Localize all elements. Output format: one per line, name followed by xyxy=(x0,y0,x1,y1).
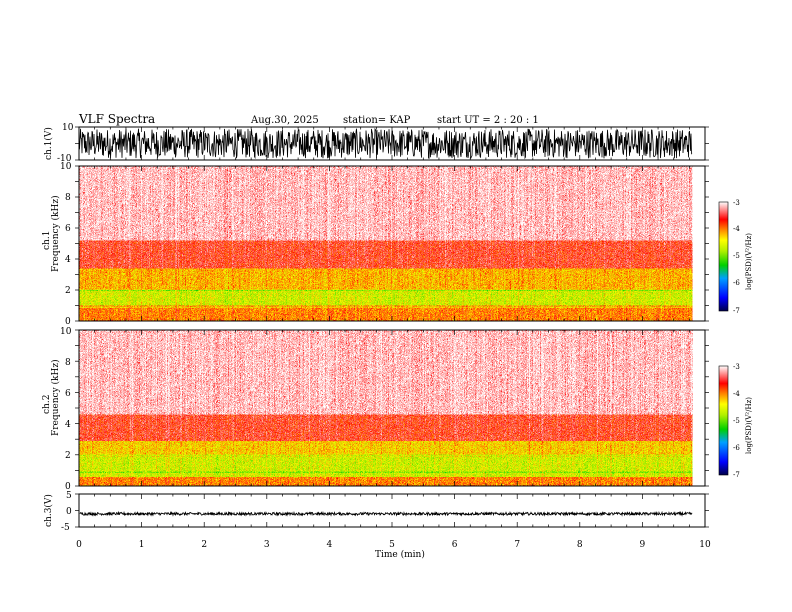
time-axis: 0 1 2 3 4 5 6 7 8 9 10 xyxy=(76,540,711,550)
time-axis-tick-label: 5 xyxy=(389,540,395,550)
ch2-colorbar-tick-m7: -7 xyxy=(733,471,740,479)
ch1-colorbar-tick-m7: -7 xyxy=(733,307,740,315)
time-axis-tick-label: 8 xyxy=(577,540,583,550)
ch2-spectrogram-panel: 0 2 4 6 8 10 ch.2 Frequency (kHz) xyxy=(42,327,709,492)
ch1-waveform-panel: 10 -10 ch.1(V) xyxy=(43,123,709,164)
ch2-spectrogram-channel-label: ch.2 xyxy=(42,395,52,414)
time-axis-tick-label: 2 xyxy=(201,540,207,550)
ch1-ytick-2: 2 xyxy=(65,286,71,296)
ch3-waveform-ylabel: ch.3(V) xyxy=(43,494,54,527)
ch1-spectrogram-panel: 0 2 4 6 8 10 ch.1 Frequency (kHz) xyxy=(42,162,709,327)
ch2-ytick-6: 6 xyxy=(65,389,71,399)
ch3-waveform-ticks xyxy=(75,493,709,528)
start-time-label: start UT = 2 : 20 : 1 xyxy=(437,115,539,126)
ch2-spectrogram-image xyxy=(79,330,705,486)
time-axis-tick-label: 10 xyxy=(699,540,711,550)
time-axis-tick-label: 0 xyxy=(76,540,82,550)
station-label: station= KAP xyxy=(343,115,411,126)
ch2-frequency-tick-labels: 0 2 4 6 8 10 xyxy=(60,327,72,492)
ch1-ytick-bottom: -10 xyxy=(57,154,72,164)
ch1-ytick-10: 10 xyxy=(60,162,72,172)
ch2-colorbar-tick-m5: -5 xyxy=(733,417,740,425)
time-axis-tick-label: 7 xyxy=(514,540,520,550)
ch1-colorbar-tick-m6: -6 xyxy=(733,279,740,287)
ch2-ytick-0: 0 xyxy=(65,482,71,492)
ch2-colorbar-tick-m3: -3 xyxy=(733,363,740,371)
ch1-waveform-ylabel: ch.1(V) xyxy=(43,127,54,160)
ch1-spectrogram-image xyxy=(79,166,705,321)
ch2-ytick-8: 8 xyxy=(65,358,71,368)
ch1-spectrogram-channel-label: ch.1 xyxy=(42,231,52,250)
ch3-ytick-mid: 0 xyxy=(66,507,72,517)
ch1-ytick-6: 6 xyxy=(65,224,71,234)
ch2-ytick-4: 4 xyxy=(65,420,71,430)
ch1-ytick-8: 8 xyxy=(65,193,71,203)
time-axis-tick-label: 4 xyxy=(327,540,333,550)
ch1-colorbar-label: log(PSD)(V²/Hz) xyxy=(745,233,753,290)
ch1-waveform-line xyxy=(78,127,693,160)
ch2-spectrogram-ticks xyxy=(75,329,709,487)
ch2-colorbar-label: log(PSD)(V²/Hz) xyxy=(745,397,753,454)
ch1-colorbar-tick-m3: -3 xyxy=(733,199,740,207)
ch2-ytick-10: 10 xyxy=(60,327,72,337)
time-axis-tick-label: 3 xyxy=(264,540,270,550)
time-axis-tick-label: 9 xyxy=(640,540,646,550)
ch2-colorbar-scale xyxy=(718,365,729,476)
ch3-waveform-panel: 5 0 -5 ch.3(V) xyxy=(43,491,709,533)
time-axis-tick-label: 6 xyxy=(452,540,458,550)
ch3-ytick-top: 5 xyxy=(66,491,72,501)
ch1-colorbar: -3 -4 -5 -6 -7 log(PSD)(V²/Hz) xyxy=(718,199,753,315)
ch3-waveform-line xyxy=(79,510,693,517)
ch1-ytick-0: 0 xyxy=(65,317,71,327)
ch1-spectrogram-ticks xyxy=(75,165,709,322)
ch2-ytick-2: 2 xyxy=(65,451,71,461)
ch3-ytick-bottom: -5 xyxy=(61,523,70,533)
ch1-ytick-top: 10 xyxy=(62,123,74,133)
ch3-waveform-trace xyxy=(79,510,693,517)
date-label: Aug.30, 2025 xyxy=(250,115,319,126)
ch1-colorbar-tick-m4: -4 xyxy=(733,225,740,233)
ch1-colorbar-tick-m5: -5 xyxy=(733,252,740,260)
ch1-ytick-4: 4 xyxy=(65,255,71,265)
figure-title: VLF Spectra xyxy=(78,112,155,126)
ch1-waveform-ticks xyxy=(75,126,709,161)
ch2-colorbar-tick-m6: -6 xyxy=(733,444,740,452)
ch2-spectrogram-ylabel: Frequency (kHz) xyxy=(50,359,61,436)
ch2-colorbar: -3 -4 -5 -6 -7 log(PSD)(V²/Hz) xyxy=(718,363,753,479)
ch1-frequency-tick-labels: 0 2 4 6 8 10 xyxy=(60,162,72,327)
time-axis-tick-label: 1 xyxy=(139,540,145,550)
ch2-colorbar-tick-m4: -4 xyxy=(733,390,740,398)
ch1-waveform-trace xyxy=(78,127,693,160)
ch1-colorbar-scale xyxy=(718,201,729,312)
ch1-spectrogram-ylabel: Frequency (kHz) xyxy=(50,195,61,272)
time-axis-label: Time (min) xyxy=(375,549,425,560)
